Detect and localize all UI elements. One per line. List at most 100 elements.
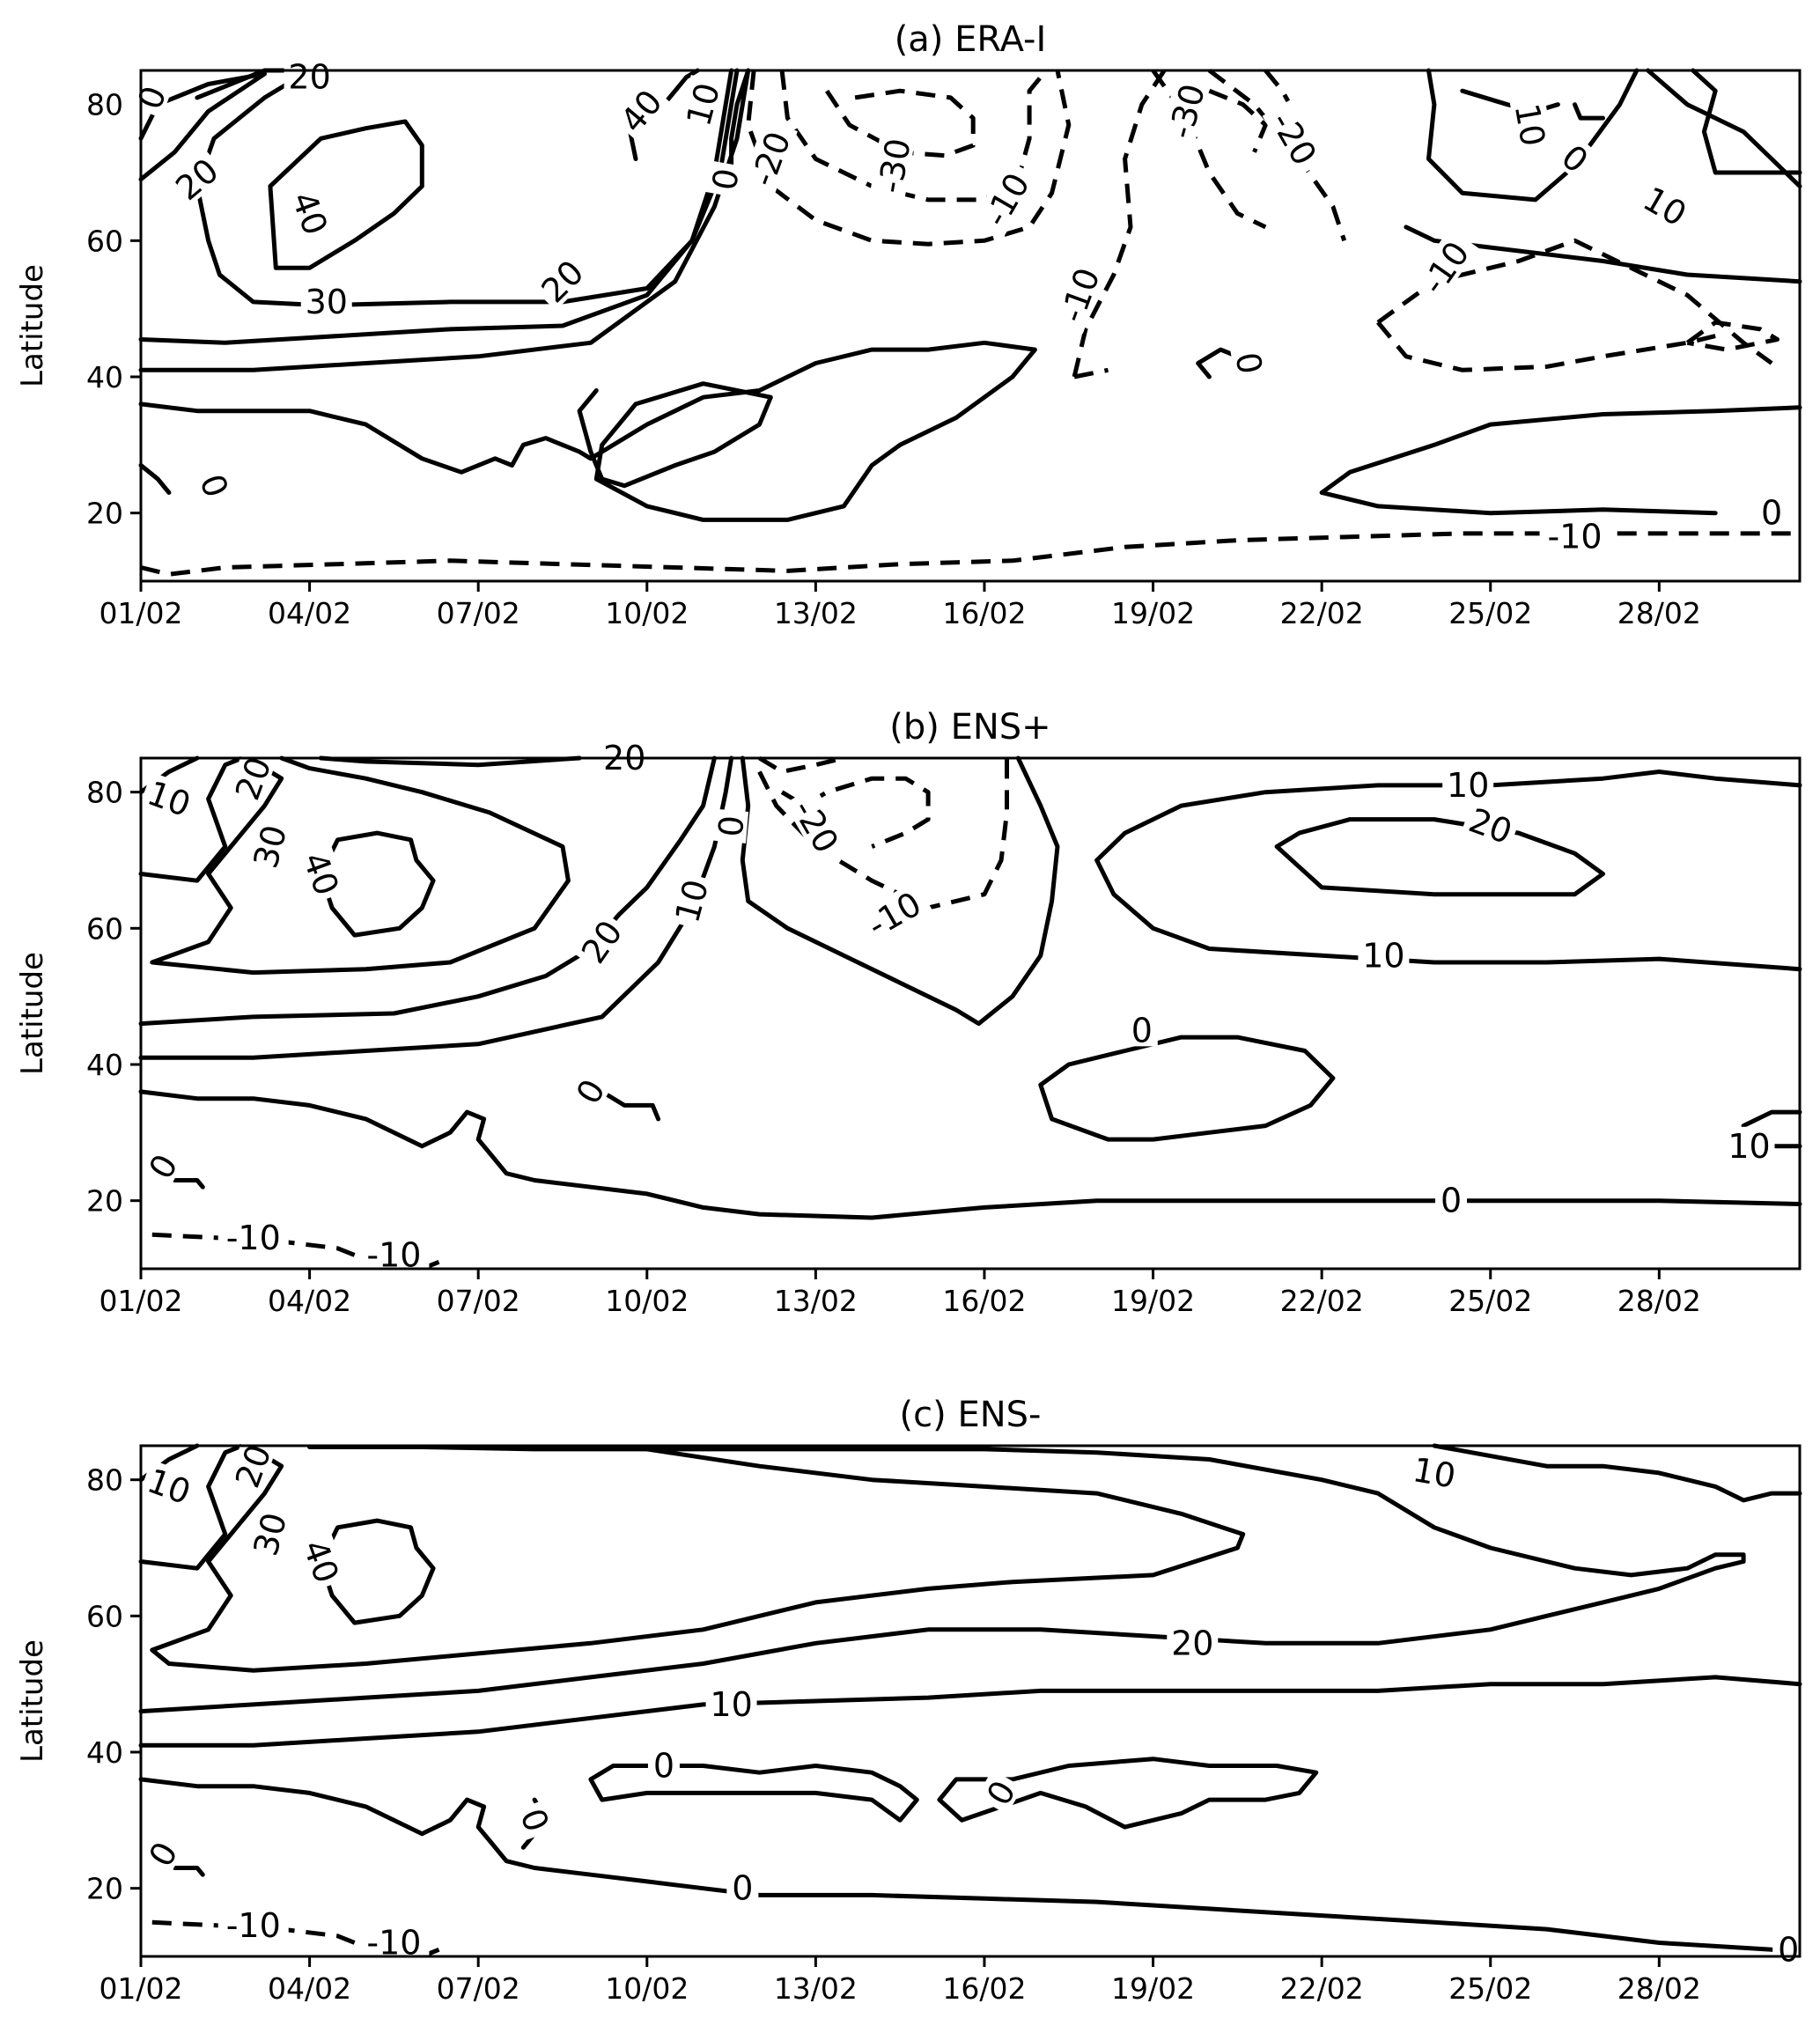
contour-label-text: 20 (168, 151, 225, 208)
contour-line (1072, 69, 1167, 378)
contour-label-bg (1358, 936, 1410, 972)
x-tick-label: 16/02 (942, 1284, 1026, 1318)
contour-label-bg (1552, 134, 1600, 181)
contour-label-bg (217, 1906, 289, 1942)
contour-line (1319, 490, 1718, 516)
contour-line (1685, 320, 1779, 352)
contour-label-bg (869, 128, 917, 203)
contour-label-bg (1509, 96, 1554, 153)
contour-label: -10 (1409, 227, 1479, 306)
axis-ticks: 01/02 04/02 07/02 10/02 13/02 16/02 19/02 22/02… (86, 776, 1701, 1318)
contour-label-bg (284, 57, 335, 93)
contour-label-text: 0 (732, 1869, 753, 1908)
contour-line (150, 755, 571, 976)
contour-label-bg (285, 182, 337, 243)
x-tick-label: 07/02 (437, 1284, 520, 1318)
contour-label: 20 (1461, 799, 1522, 851)
plot-frame (139, 756, 1802, 1271)
contour-line (1646, 68, 1802, 188)
contour-lines (138, 68, 1802, 577)
contour-label: 40 (609, 79, 670, 142)
contour-line (138, 1089, 1802, 1220)
contour-label-bg (300, 282, 352, 318)
contour-label-bg (226, 748, 277, 808)
contour-line (1094, 770, 1802, 863)
contour-label-bg (1409, 227, 1479, 306)
contour-line (1094, 858, 1802, 972)
contour-label-bg (571, 910, 630, 972)
contour-label-bg (193, 464, 238, 506)
contour-line (1038, 1035, 1336, 1142)
panel-title: (a) ERA-I (895, 19, 1047, 60)
y-tick-label: 40 (86, 1048, 123, 1082)
contour-label-bg (530, 249, 593, 311)
contour-label-text: 10 (1507, 100, 1553, 149)
contour-line (588, 1764, 919, 1823)
contour-label-text: 10 (1728, 1127, 1770, 1166)
contour-line (140, 531, 1800, 577)
x-tick-label: 22/02 (1280, 596, 1364, 630)
contour-label-text: 10 (1410, 1450, 1458, 1496)
contour-label-text: 0 (711, 814, 752, 838)
x-tick-label: 01/02 (99, 1284, 182, 1318)
y-axis-label: Latitude (15, 264, 50, 387)
contour-label: 0 (512, 1798, 558, 1841)
x-tick-label: 16/02 (942, 596, 1026, 630)
contour-label-bg (297, 843, 348, 903)
contour-label-text: 20 (288, 58, 330, 97)
contour-lines (138, 755, 1802, 1271)
contour-label: -20 (740, 119, 799, 198)
panel-a: (a) ERA-I Latitude 01/02 04/02 07/02 10/02 1… (15, 19, 1802, 630)
contour-label: 10 (1723, 1126, 1775, 1166)
panel-title: (b) ENS+ (889, 707, 1050, 748)
contour-label-bg (647, 1746, 680, 1782)
contour-label: 10 (1442, 765, 1494, 805)
contour-label-bg (165, 148, 227, 209)
contour-line (740, 755, 1060, 1027)
contour-line (138, 1443, 245, 1571)
contour-label-bg (139, 1459, 200, 1511)
contour-label-text: -10 (226, 1906, 281, 1945)
contour-line (1319, 405, 1802, 495)
contour-label-text: -10 (226, 1219, 281, 1257)
contour-line (138, 463, 172, 495)
contour-label-text: 0 (1778, 1930, 1799, 1969)
x-tick-label: 19/02 (1111, 1971, 1195, 2006)
contour-label: -10 (217, 1906, 289, 1945)
x-tick-label: 19/02 (1111, 1284, 1195, 1318)
axis-ticks: 01/02 04/02 07/02 10/02 13/02 16/02 19/02 22/02… (86, 88, 1701, 630)
contour-line (138, 340, 1037, 522)
contour-label-bg (128, 76, 173, 119)
contour-label-text: 20 (574, 913, 630, 970)
plot-frame (139, 1444, 1802, 1958)
contour-line (779, 69, 1049, 203)
contour-label: 0 (1435, 1181, 1468, 1220)
x-tick-label: 04/02 (268, 596, 351, 630)
contour-label: 10 (1358, 936, 1410, 975)
contour-label-bg (599, 739, 651, 774)
x-tick-label: 19/02 (1111, 596, 1195, 630)
contour-label-bg (1125, 1011, 1158, 1047)
contour-label-text: 0 (1441, 1182, 1462, 1220)
y-tick-label: 60 (86, 911, 123, 946)
contour-label-bg (705, 1684, 757, 1720)
y-tick-label: 80 (86, 776, 123, 810)
x-tick-label: 01/02 (99, 1971, 182, 2006)
contour-label: 0 (647, 1746, 680, 1785)
contour-label-bg (138, 1143, 186, 1189)
x-tick-label: 01/02 (99, 596, 182, 630)
contour-label-bg (513, 1798, 558, 1841)
contour-line (1376, 320, 1716, 372)
contour-label: 20 (226, 748, 279, 808)
panel-title: (c) ENS- (900, 1395, 1042, 1435)
x-tick-label: 07/02 (437, 1971, 520, 2006)
contour-label: 30 (300, 282, 352, 321)
contour-label: 0 (704, 160, 747, 198)
contour-line (1376, 238, 1773, 365)
x-tick-label: 28/02 (1617, 596, 1701, 630)
contour-line (1426, 68, 1639, 203)
contour-label-bg (976, 1769, 1023, 1815)
contour-line (1404, 225, 1802, 284)
contour-label: 0 (1125, 1011, 1158, 1050)
